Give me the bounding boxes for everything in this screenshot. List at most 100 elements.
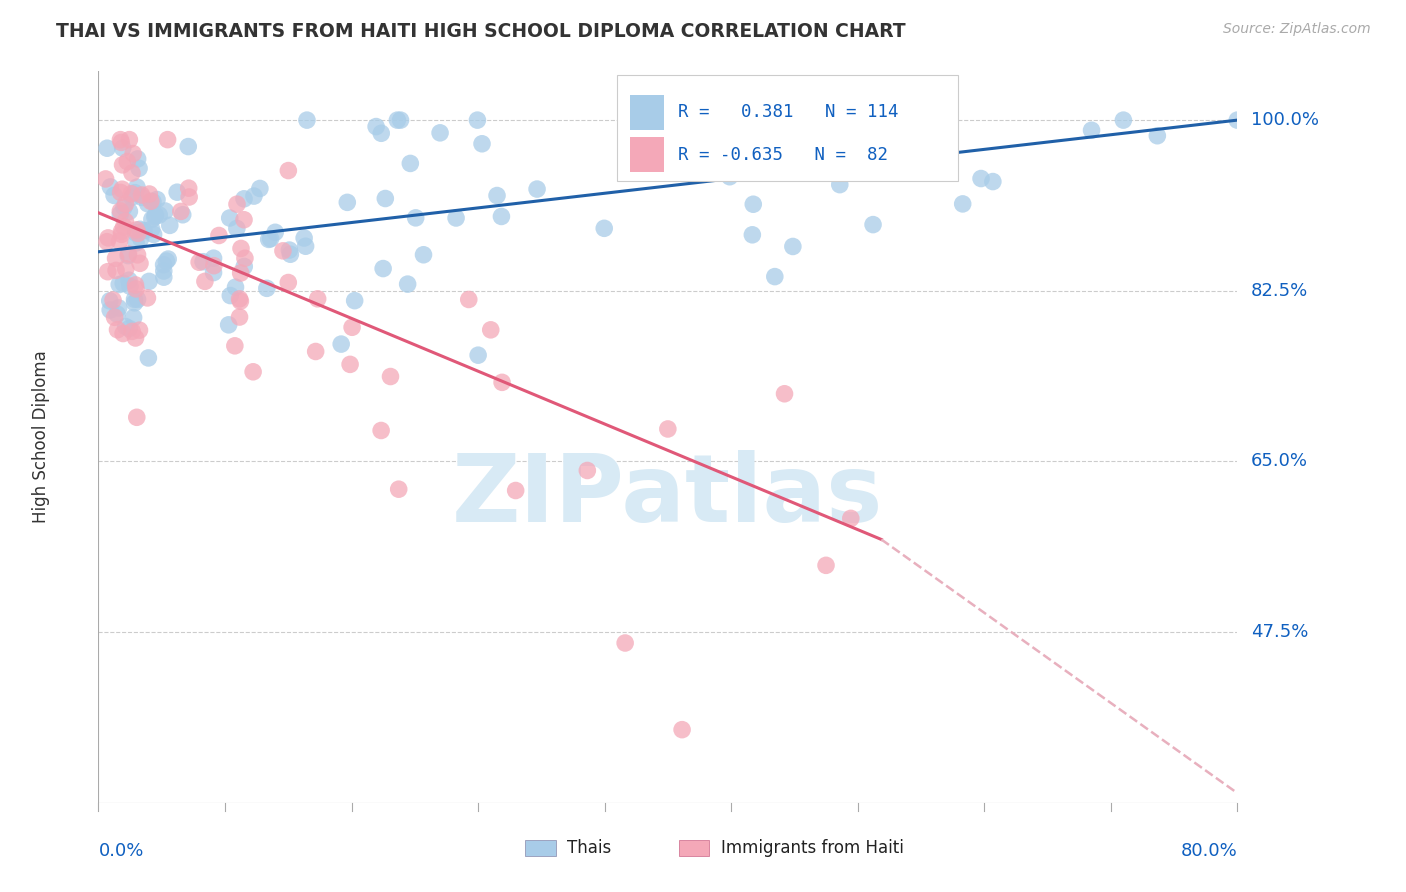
Point (370, 126, 392, 140)
Point (249, 181, 271, 195)
Point (121, 190, 143, 204)
Point (118, 273, 141, 287)
Point (264, 225, 287, 239)
Point (486, 188, 509, 202)
Point (136, 196, 159, 211)
Point (124, 226, 146, 240)
Point (131, 190, 153, 204)
Point (280, 247, 302, 261)
Point (505, 483, 527, 498)
Point (259, 232, 281, 246)
Point (170, 204, 193, 219)
Point (277, 163, 299, 178)
Point (444, 211, 467, 225)
Point (110, 186, 132, 200)
Point (105, 263, 128, 277)
Point (136, 291, 159, 305)
Point (339, 357, 361, 371)
Point (256, 281, 278, 295)
Point (127, 227, 149, 241)
Point (218, 211, 240, 225)
Point (763, 269, 786, 284)
Point (138, 187, 160, 202)
Point (125, 223, 148, 237)
Point (143, 210, 166, 224)
Point (380, 369, 402, 384)
Point (188, 255, 211, 269)
Point (110, 207, 132, 221)
Point (862, 218, 884, 232)
Point (104, 310, 127, 325)
Point (139, 194, 162, 209)
Point (952, 197, 974, 211)
Point (125, 282, 148, 296)
Point (166, 185, 188, 199)
Point (114, 214, 136, 228)
Point (131, 188, 153, 202)
Text: THAI VS IMMIGRANTS FROM HAITI HIGH SCHOOL DIPLOMA CORRELATION CHART: THAI VS IMMIGRANTS FROM HAITI HIGH SCHOO… (56, 22, 905, 41)
Point (127, 152, 149, 166)
Point (128, 323, 150, 337)
Point (373, 261, 395, 276)
Point (100, 180, 122, 194)
Point (970, 171, 993, 186)
Point (172, 208, 194, 222)
Text: 82.5%: 82.5% (1251, 282, 1309, 300)
Point (120, 186, 142, 201)
Point (97, 265, 120, 279)
Point (177, 181, 200, 195)
Point (228, 310, 250, 324)
Point (814, 558, 837, 573)
Point (233, 260, 256, 274)
Point (257, 232, 280, 246)
Point (127, 248, 149, 262)
Point (124, 295, 146, 310)
Point (103, 188, 125, 202)
Point (370, 424, 392, 438)
Point (305, 344, 328, 359)
Point (98, 293, 121, 308)
Point (271, 244, 294, 258)
Point (153, 204, 176, 219)
Point (1226, 113, 1249, 128)
Point (112, 219, 135, 234)
Point (374, 192, 396, 206)
Point (242, 365, 264, 379)
Point (122, 146, 145, 161)
Point (141, 212, 163, 227)
Bar (630, 137, 665, 172)
Point (782, 239, 804, 253)
Point (145, 208, 167, 222)
Point (118, 204, 141, 219)
Point (110, 136, 132, 150)
Point (226, 197, 249, 211)
Text: 100.0%: 100.0% (1251, 112, 1319, 129)
Point (153, 270, 176, 285)
Point (336, 195, 359, 210)
Point (292, 231, 315, 245)
Text: Thais: Thais (567, 839, 612, 857)
Point (101, 293, 124, 307)
Text: R =   0.381   N = 114: R = 0.381 N = 114 (678, 103, 898, 121)
Point (233, 212, 256, 227)
Point (94, 172, 117, 186)
Point (138, 351, 160, 365)
Point (388, 482, 411, 496)
Point (121, 324, 143, 338)
Point (657, 422, 679, 436)
Point (155, 254, 177, 268)
Point (104, 252, 127, 266)
Text: Source: ZipAtlas.com: Source: ZipAtlas.com (1223, 22, 1371, 37)
Point (110, 227, 132, 242)
Point (194, 274, 217, 288)
Point (117, 154, 139, 169)
Point (208, 228, 231, 243)
Point (121, 166, 143, 180)
Point (219, 288, 242, 302)
Point (405, 211, 427, 225)
Point (124, 277, 146, 292)
Point (614, 636, 637, 650)
Point (396, 277, 419, 292)
Point (1080, 123, 1102, 137)
Point (330, 337, 353, 351)
